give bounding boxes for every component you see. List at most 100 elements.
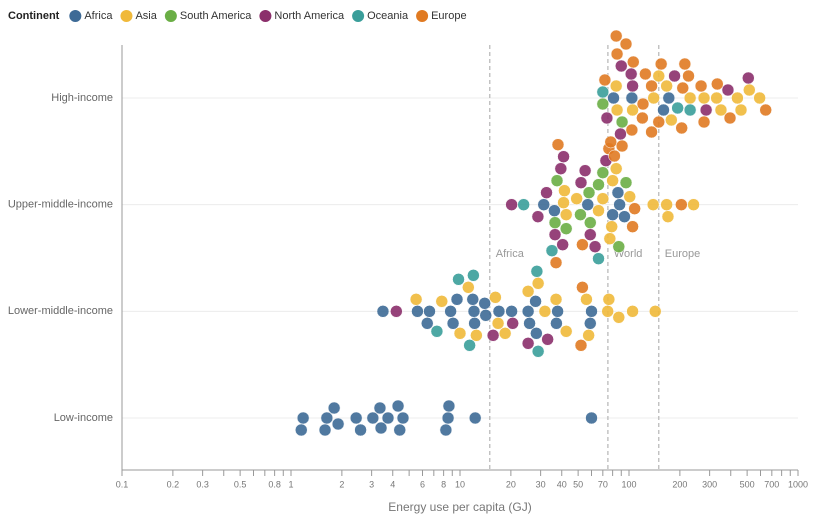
point xyxy=(523,317,536,330)
point xyxy=(603,232,617,245)
point xyxy=(556,238,569,251)
point xyxy=(468,317,481,330)
point xyxy=(580,293,593,306)
point xyxy=(450,293,464,306)
point xyxy=(521,337,535,350)
point xyxy=(612,240,626,253)
point xyxy=(604,135,618,149)
point xyxy=(687,198,700,211)
point xyxy=(548,216,562,229)
point xyxy=(734,103,748,117)
x-tick-label: 70 xyxy=(598,479,608,489)
point xyxy=(442,399,456,413)
point xyxy=(639,67,652,81)
point xyxy=(753,91,766,105)
point xyxy=(576,238,589,251)
legend-label: Asia xyxy=(135,10,157,22)
point xyxy=(420,317,434,330)
point xyxy=(683,91,697,105)
point xyxy=(646,198,660,211)
x-tick-label: 3 xyxy=(369,479,374,489)
point xyxy=(596,166,610,179)
legend-label: South America xyxy=(180,10,252,22)
x-tick-label: 0.5 xyxy=(234,479,247,489)
x-tick-label: 2 xyxy=(339,479,344,489)
point xyxy=(491,317,505,330)
point xyxy=(559,222,573,235)
point xyxy=(607,91,620,105)
x-tick-label: 1000 xyxy=(788,479,808,489)
point xyxy=(759,103,772,117)
point xyxy=(678,57,692,71)
point xyxy=(608,149,621,163)
point xyxy=(612,311,626,324)
point xyxy=(478,297,491,310)
point xyxy=(354,423,367,437)
point xyxy=(349,411,363,425)
point xyxy=(645,79,658,93)
x-tick-label: 4 xyxy=(390,479,395,489)
point xyxy=(598,73,612,87)
point xyxy=(660,79,673,93)
legend-marker xyxy=(69,10,82,22)
point xyxy=(550,174,564,187)
point xyxy=(647,91,660,105)
point xyxy=(588,240,602,253)
point xyxy=(366,411,380,425)
point xyxy=(610,103,624,117)
point xyxy=(411,305,424,318)
point xyxy=(619,176,633,189)
point xyxy=(557,196,570,209)
point xyxy=(609,162,623,175)
point xyxy=(554,162,568,175)
point xyxy=(381,411,395,425)
point xyxy=(600,111,614,125)
point xyxy=(558,184,571,197)
point xyxy=(574,176,588,189)
point xyxy=(541,333,554,346)
point xyxy=(584,216,597,229)
x-tick-label: 50 xyxy=(573,479,583,489)
point xyxy=(468,411,482,425)
point xyxy=(581,198,594,211)
point xyxy=(665,113,678,127)
point xyxy=(582,186,596,199)
point xyxy=(505,305,518,318)
point xyxy=(582,329,595,342)
point xyxy=(479,309,492,322)
point xyxy=(623,190,636,203)
point xyxy=(627,55,640,69)
point xyxy=(327,401,341,415)
y-tick-label: Lower-middle-income xyxy=(8,305,113,317)
point xyxy=(626,103,639,117)
point xyxy=(549,293,563,306)
point xyxy=(645,125,658,139)
point xyxy=(574,208,587,221)
point xyxy=(602,293,616,306)
point xyxy=(529,295,542,308)
point xyxy=(467,269,480,282)
point xyxy=(614,127,627,141)
point xyxy=(585,411,598,425)
point xyxy=(517,198,530,211)
point xyxy=(626,220,639,233)
point xyxy=(723,111,737,125)
point xyxy=(662,91,676,105)
x-tick-label: 20 xyxy=(506,479,516,489)
point xyxy=(654,57,668,71)
point xyxy=(661,210,675,223)
point xyxy=(625,91,639,105)
point xyxy=(531,210,545,223)
point xyxy=(592,252,605,265)
point xyxy=(545,244,559,257)
point xyxy=(699,103,713,117)
point xyxy=(531,277,545,290)
point xyxy=(592,178,605,191)
point xyxy=(652,69,666,83)
point xyxy=(498,327,512,340)
x-tick-label: 300 xyxy=(702,479,717,489)
point xyxy=(505,198,518,211)
point xyxy=(430,325,444,338)
legend-marker xyxy=(352,10,365,22)
